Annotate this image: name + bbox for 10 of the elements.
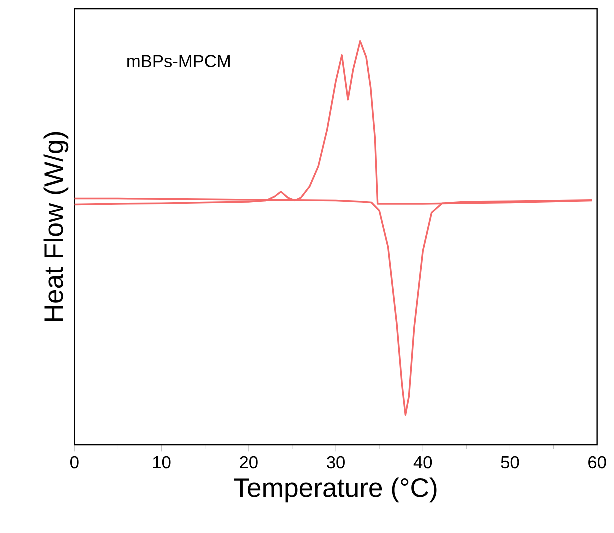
y-axis-title: Heat Flow (W/g) [44,132,69,322]
x-tick-label: 60 [588,456,606,469]
x-axis-title: Temperature (°C) [234,478,437,503]
x-tick-label: 40 [414,456,432,469]
x-tick-label: 10 [153,456,171,469]
x-tick-label: 30 [327,456,345,469]
annotation: mBPs-MPCM [128,55,230,68]
x-tick-label: 50 [501,456,520,469]
x-tick-label: 0 [70,456,79,469]
x-tick-label: 20 [240,456,258,469]
